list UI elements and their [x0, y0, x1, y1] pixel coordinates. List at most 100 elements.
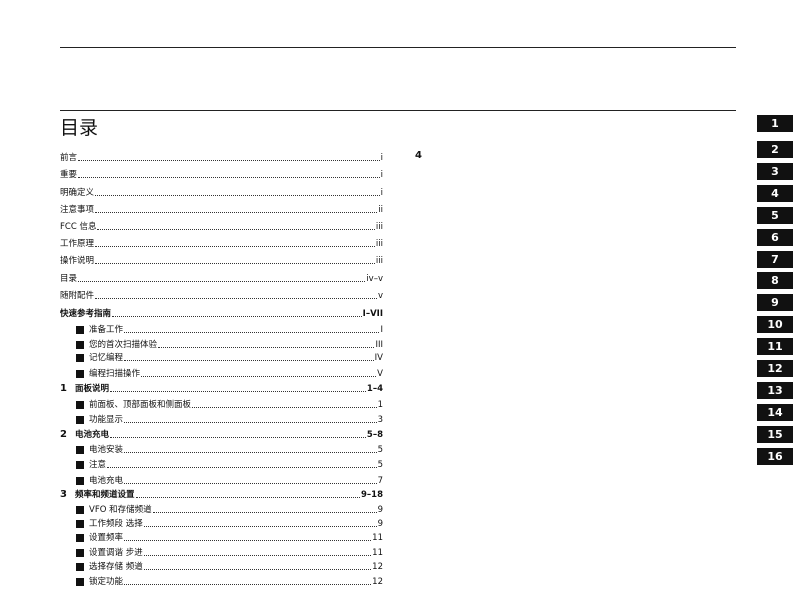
toc-entry-label: VFO 和存储频道 [89, 505, 152, 515]
toc-entry[interactable]: 1 面板说明 1–4 [60, 382, 383, 394]
chapter-tab-13[interactable]: 13 [757, 381, 793, 399]
toc-entry-label: 电池充电 [75, 430, 110, 440]
toc-entry-page: 11 [372, 548, 383, 558]
toc-entry[interactable]: 工作原理 iii [60, 237, 383, 249]
square-bullet-icon [76, 401, 84, 409]
square-bullet-icon [76, 477, 84, 485]
toc-entry[interactable]: 随附配件 v [60, 289, 383, 301]
chapter-tab-12[interactable]: 12 [757, 360, 793, 377]
square-bullet-icon [76, 326, 84, 334]
toc-entry[interactable]: FCC 信息 iii [60, 220, 383, 232]
leader-dots [143, 569, 372, 570]
toc-entry[interactable]: 功能显示 3 [60, 413, 383, 425]
toc-entry[interactable]: 3 频率和频道设置 9–18 [60, 488, 383, 500]
toc-entry-page: 9 [377, 519, 383, 529]
leader-dots [143, 526, 377, 527]
toc-entry-label: 重要 [60, 170, 78, 180]
leader-dots [135, 497, 360, 498]
toc-entry-page: 7 [377, 476, 383, 486]
toc-entry-label: 设置频率 [89, 533, 124, 543]
leader-dots [110, 391, 366, 392]
toc-entry-page: 3 [377, 415, 383, 425]
toc-entry[interactable]: 快速参考指南 I–VII [60, 307, 383, 319]
leader-dots [95, 263, 375, 264]
toc-entry-label: FCC 信息 [60, 222, 97, 232]
square-bullet-icon [76, 416, 84, 424]
chapter-tab-9[interactable]: 9 [757, 294, 793, 312]
leader-dots [143, 555, 372, 556]
square-bullet-icon [76, 461, 84, 469]
chapter-tab-6[interactable]: 6 [757, 228, 793, 246]
toc-entry[interactable]: 操作说明 iii [60, 254, 383, 266]
toc-entry[interactable]: 前言 i [60, 151, 383, 163]
toc-entry[interactable]: 电池充电 7 [60, 474, 383, 486]
square-bullet-icon [76, 563, 84, 571]
square-bullet-icon [76, 370, 84, 378]
toc-entry[interactable]: 电池安装 5 [60, 443, 383, 455]
toc-entry-page: 5–8 [366, 430, 383, 440]
toc-entry-label: 操作说明 [60, 256, 95, 266]
chapter-tab-11[interactable]: 11 [757, 338, 793, 356]
leader-dots [78, 177, 380, 178]
chapter-tab-14[interactable]: 14 [757, 403, 793, 421]
leader-dots [141, 376, 377, 377]
toc-entry-page: v [377, 291, 383, 301]
chapter-tab-4[interactable]: 4 [757, 184, 793, 202]
toc-entry[interactable]: 目录 iv–v [60, 272, 383, 284]
toc-entry-page: I [380, 325, 383, 335]
leader-dots [124, 422, 377, 423]
square-bullet-icon [76, 534, 84, 542]
chapter-tab-3[interactable]: 3 [757, 162, 793, 180]
chapter-tab-16[interactable]: 16 [757, 447, 793, 465]
square-bullet-icon [76, 506, 84, 514]
toc-entry-page: iv–v [366, 274, 383, 284]
toc-entry-label: 准备工作 [89, 325, 124, 335]
chapter-tab-15[interactable]: 15 [757, 425, 793, 443]
leader-dots [95, 212, 378, 213]
toc-entry-label: 频率和频道设置 [75, 490, 135, 500]
toc-entry-label: 选择存储 频道 [89, 562, 143, 572]
toc-entry-page: i [380, 153, 383, 163]
square-bullet-icon [76, 354, 84, 362]
toc-entry-label: 设置调谐 步进 [89, 548, 143, 558]
chapter-number: 1 [60, 383, 67, 394]
toc-entry[interactable]: 重要 i [60, 168, 383, 180]
square-bullet-icon [76, 520, 84, 528]
toc-entry-page: 9–18 [361, 490, 383, 500]
chapter-tab-2[interactable]: 2 [757, 141, 793, 158]
toc-entry[interactable]: VFO 和存储频道 9 [60, 503, 383, 515]
leader-dots [124, 332, 380, 333]
toc-entry-label: 注意事项 [60, 205, 95, 215]
toc-entry[interactable]: 您的首次扫描体验 III [60, 338, 383, 350]
toc-entry-label: 注意 [89, 460, 107, 470]
toc-entry[interactable]: 前面板、顶部面板和侧面板 1 [60, 398, 383, 410]
toc-entry[interactable]: 准备工作 I [60, 323, 383, 335]
toc-entry-page: 12 [372, 562, 383, 572]
toc-entry[interactable]: 编程扫描操作 V [60, 367, 383, 379]
square-bullet-icon [76, 549, 84, 557]
leader-dots [110, 437, 366, 438]
toc-entry-page: iii [375, 222, 383, 232]
chapter-tab-7[interactable]: 7 [757, 250, 793, 268]
toc-entry-label: 编程扫描操作 [89, 369, 141, 379]
leader-dots [78, 281, 366, 282]
toc-entry[interactable]: 工作频段 选择 9 [60, 517, 383, 529]
toc-entry[interactable]: 设置频率 11 [60, 531, 383, 543]
toc-entry[interactable]: 记忆编程 IV [60, 351, 383, 363]
toc-entry[interactable]: 锁定功能 12 [60, 575, 383, 587]
leader-dots [107, 467, 377, 468]
chapter-tab-8[interactable]: 8 [757, 272, 793, 290]
toc-entry[interactable]: 明确定义 i [60, 186, 383, 198]
toc-entry[interactable]: 2 电池充电 5–8 [60, 428, 383, 440]
chapter-tab-10[interactable]: 10 [757, 316, 793, 334]
toc-entry[interactable]: 注意 5 [60, 458, 383, 470]
toc-entry[interactable]: 注意事项 ii [60, 203, 383, 215]
chapter-tab-5[interactable]: 5 [757, 206, 793, 224]
toc-entry[interactable]: 设置调谐 步进 11 [60, 546, 383, 558]
toc-entry-page: 1 [377, 400, 383, 410]
chapter-number: 2 [60, 429, 67, 440]
toc-entry[interactable]: 选择存储 频道 12 [60, 560, 383, 572]
toc-entry-page: 1–4 [366, 384, 383, 394]
chapter-tab-1[interactable]: 1 [757, 115, 793, 132]
